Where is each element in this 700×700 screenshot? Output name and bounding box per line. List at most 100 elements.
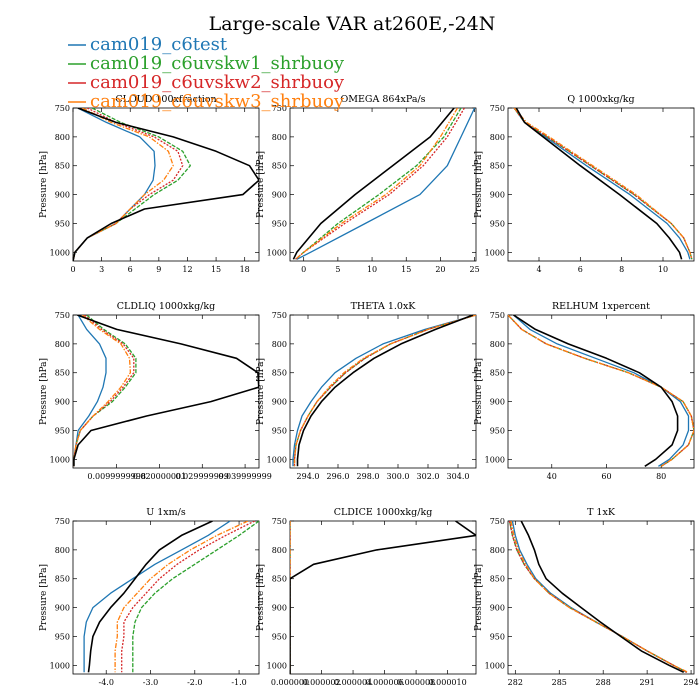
- reference-line: [290, 521, 476, 674]
- panel-title: THETA 1.0xK: [351, 301, 417, 312]
- y-tick-label: 1000: [485, 248, 505, 257]
- y-tick-label: 1000: [485, 455, 505, 464]
- y-tick-label: 850: [55, 575, 70, 584]
- panel-lines: [292, 315, 476, 467]
- series-line-2: [508, 521, 688, 673]
- x-tick-label: 0.000006: [365, 678, 403, 687]
- series-line-3: [293, 315, 476, 467]
- x-tick-label: 18: [240, 265, 250, 274]
- panel-title: CLDLIQ 1000xkg/kg: [117, 301, 215, 312]
- y-tick-label: 800: [272, 340, 287, 349]
- series-line-0: [292, 315, 476, 467]
- reference-line: [87, 521, 213, 673]
- series-line-0: [296, 108, 476, 260]
- plot-frame: [289, 520, 477, 675]
- x-tick-label: 10: [658, 265, 668, 274]
- y-tick-label: 850: [272, 369, 287, 378]
- series-line-2: [513, 108, 693, 260]
- y-tick-label: 850: [490, 575, 505, 584]
- panels: CLOUD 100xfraction7508008509009501000Pre…: [39, 94, 699, 687]
- x-tick-label: 0.0099999998: [87, 472, 146, 481]
- y-tick-label: 800: [490, 546, 505, 555]
- x-tick-label: 302.0: [417, 472, 440, 481]
- panel-title: RELHUM 1xpercent: [552, 301, 650, 312]
- reference-line: [73, 108, 259, 261]
- y-tick-label: 900: [272, 604, 287, 613]
- y-tick-label: 800: [55, 133, 70, 142]
- x-tick-label: 0.000002: [302, 678, 340, 687]
- panel-2: Q 1000xkg/kg 750 800 850 900 950 1000 Pressure …: [474, 94, 695, 274]
- y-tick-label: 900: [490, 191, 505, 200]
- y-tick-label: 900: [55, 398, 70, 407]
- y-tick-label: 800: [272, 546, 287, 555]
- x-tick-label: 80: [656, 472, 666, 481]
- y-tick-label: 850: [55, 162, 70, 171]
- x-tick-label: 12: [182, 265, 192, 274]
- y-axis-label: Pressure [hPa]: [256, 564, 266, 631]
- series-line-2: [293, 315, 476, 467]
- legend-label: cam019_c6test: [90, 34, 228, 55]
- x-tick-label: 10: [367, 265, 377, 274]
- y-axis-label: Pressure [hPa]: [256, 358, 266, 425]
- plot-frame: [72, 107, 260, 262]
- x-tick-label: 298.0: [357, 472, 380, 481]
- x-tick-label: 8: [619, 265, 624, 274]
- y-tick-label: 950: [55, 426, 70, 435]
- series-line-3: [513, 108, 693, 260]
- x-tick-label: 6: [128, 265, 133, 274]
- y-tick-label: 800: [490, 133, 505, 142]
- reference-line: [292, 108, 455, 260]
- x-tick-label: 296.0: [327, 472, 350, 481]
- series-line-2: [295, 108, 465, 260]
- series-line-2: [508, 315, 694, 467]
- y-tick-label: 950: [490, 632, 505, 641]
- panel-4: THETA 1.0xK 750 800 850 900 950 1000 Pressure […: [256, 301, 477, 481]
- y-tick-label: 1000: [50, 455, 70, 464]
- y-tick-label: 750: [55, 311, 70, 320]
- series-line-1: [132, 521, 259, 673]
- panel-7: CLDICE 1000xkg/kg 750 800 850 900 950 1000 Pres…: [256, 507, 477, 687]
- panel-lines: [73, 108, 259, 261]
- y-axis-label: Pressure [hPa]: [39, 564, 49, 631]
- series-line-3: [510, 521, 689, 673]
- x-tick-label: 0.020000001: [133, 472, 186, 481]
- panel-1: OMEGA 864xPa/s 750 800 850 900 950 1000 Pressur…: [256, 94, 480, 274]
- series-line-0: [83, 521, 231, 673]
- x-tick-label: 0: [70, 265, 75, 274]
- reference-line: [73, 315, 259, 467]
- y-tick-label: 750: [272, 104, 287, 113]
- y-tick-label: 750: [490, 517, 505, 526]
- panel-lines: [73, 315, 259, 467]
- x-tick-label: 20: [435, 265, 445, 274]
- y-axis-label: Pressure [hPa]: [474, 358, 484, 425]
- y-axis-label: Pressure [hPa]: [256, 151, 266, 218]
- y-tick-label: 950: [55, 632, 70, 641]
- y-tick-label: 750: [55, 104, 70, 113]
- legend-label: cam019_c6uvskw2_shrbuoy: [90, 72, 345, 93]
- series-line-1: [73, 315, 137, 467]
- y-tick-label: 850: [490, 162, 505, 171]
- panel-lines: [292, 108, 476, 260]
- reference-line: [515, 108, 683, 260]
- x-tick-label: 5: [335, 265, 340, 274]
- x-tick-label: 0.039999999: [218, 472, 271, 481]
- y-tick-label: 1000: [267, 455, 287, 464]
- y-tick-label: 750: [55, 517, 70, 526]
- x-tick-label: 40: [547, 472, 557, 481]
- y-tick-label: 750: [490, 311, 505, 320]
- x-tick-label: 282: [508, 678, 523, 687]
- plot-frame: [72, 520, 260, 675]
- x-tick-label: 0.000004: [334, 678, 372, 687]
- series-line-3: [508, 315, 694, 467]
- y-tick-label: 1000: [485, 661, 505, 670]
- y-axis-label: Pressure [hPa]: [39, 151, 49, 218]
- series-line-0: [513, 315, 690, 467]
- x-tick-label: 0.000008: [397, 678, 435, 687]
- panel-8: T 1xK 750 800 850 900 950 1000 Pressure [hPa] 28…: [474, 507, 699, 687]
- y-tick-label: 900: [272, 398, 287, 407]
- y-tick-label: 750: [272, 311, 287, 320]
- x-tick-label: 15: [401, 265, 411, 274]
- plot-frame: [507, 314, 695, 469]
- x-tick-label: 0.000010: [429, 678, 467, 687]
